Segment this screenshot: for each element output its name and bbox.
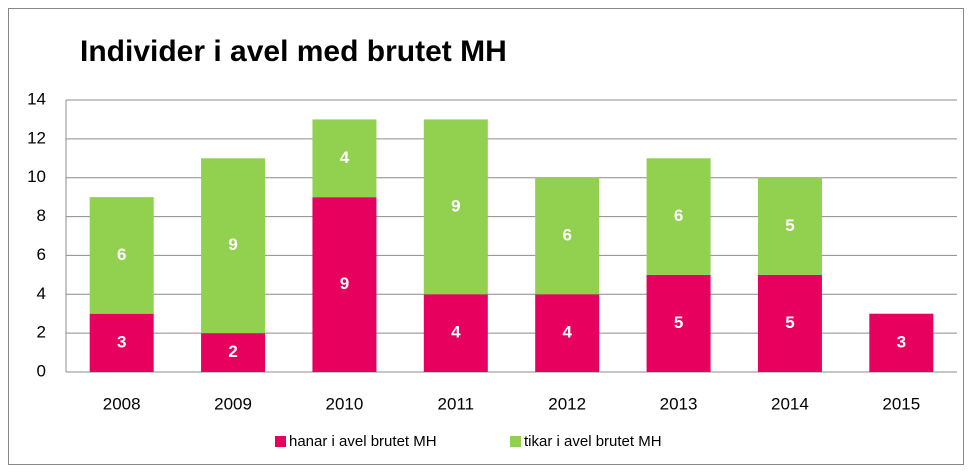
x-tick-label: 2009 (214, 394, 252, 413)
value-label: 5 (785, 313, 794, 332)
x-tick-label: 2010 (326, 394, 364, 413)
value-label: 9 (340, 274, 349, 293)
value-label: 4 (340, 148, 350, 167)
bar-segment (646, 158, 711, 275)
bar-segment (312, 119, 377, 198)
y-tick-label: 0 (37, 361, 46, 380)
bar-segment (646, 274, 711, 372)
value-label: 9 (228, 235, 237, 254)
legend-swatch (510, 436, 521, 447)
bar-segment (535, 177, 600, 295)
bar-segment (757, 177, 822, 275)
bar-segment (312, 197, 377, 372)
y-tick-label: 12 (27, 128, 46, 147)
value-label: 3 (897, 332, 906, 351)
y-tick-label: 4 (37, 284, 46, 303)
legend-swatch (275, 436, 286, 447)
y-tick-label: 14 (27, 89, 46, 108)
value-label: 3 (117, 332, 126, 351)
x-tick-label: 2014 (771, 394, 809, 413)
bar-segment (201, 158, 266, 334)
x-tick-label: 2008 (103, 394, 141, 413)
x-tick-label: 2015 (882, 394, 920, 413)
bar-segment (89, 197, 154, 314)
bar-segment (423, 119, 488, 295)
value-label: 9 (451, 196, 460, 215)
value-label: 4 (562, 323, 572, 342)
x-tick-label: 2012 (548, 394, 586, 413)
bar-segment (869, 313, 934, 372)
value-label: 6 (674, 206, 683, 225)
y-tick-label: 8 (37, 206, 46, 225)
y-tick-label: 6 (37, 245, 46, 264)
x-tick-label: 2011 (438, 394, 475, 413)
y-tick-label: 10 (27, 167, 46, 186)
bar-segment (89, 313, 154, 372)
x-tick-label: 2013 (660, 394, 698, 413)
value-label: 6 (562, 225, 571, 244)
bar-segment (423, 294, 488, 372)
bar-segment (535, 294, 600, 372)
value-label: 6 (117, 245, 126, 264)
value-label: 5 (785, 216, 794, 235)
value-label: 5 (674, 313, 683, 332)
chart-title: Individer i avel med brutet MH (80, 35, 507, 68)
value-label: 4 (451, 323, 461, 342)
legend-label: hanar i avel brutet MH (289, 433, 437, 450)
value-label: 2 (228, 342, 237, 361)
legend-label: tikar i avel brutet MH (524, 433, 662, 450)
y-tick-label: 2 (37, 323, 46, 342)
bar-segment (201, 333, 266, 372)
bar-segment (757, 274, 822, 372)
